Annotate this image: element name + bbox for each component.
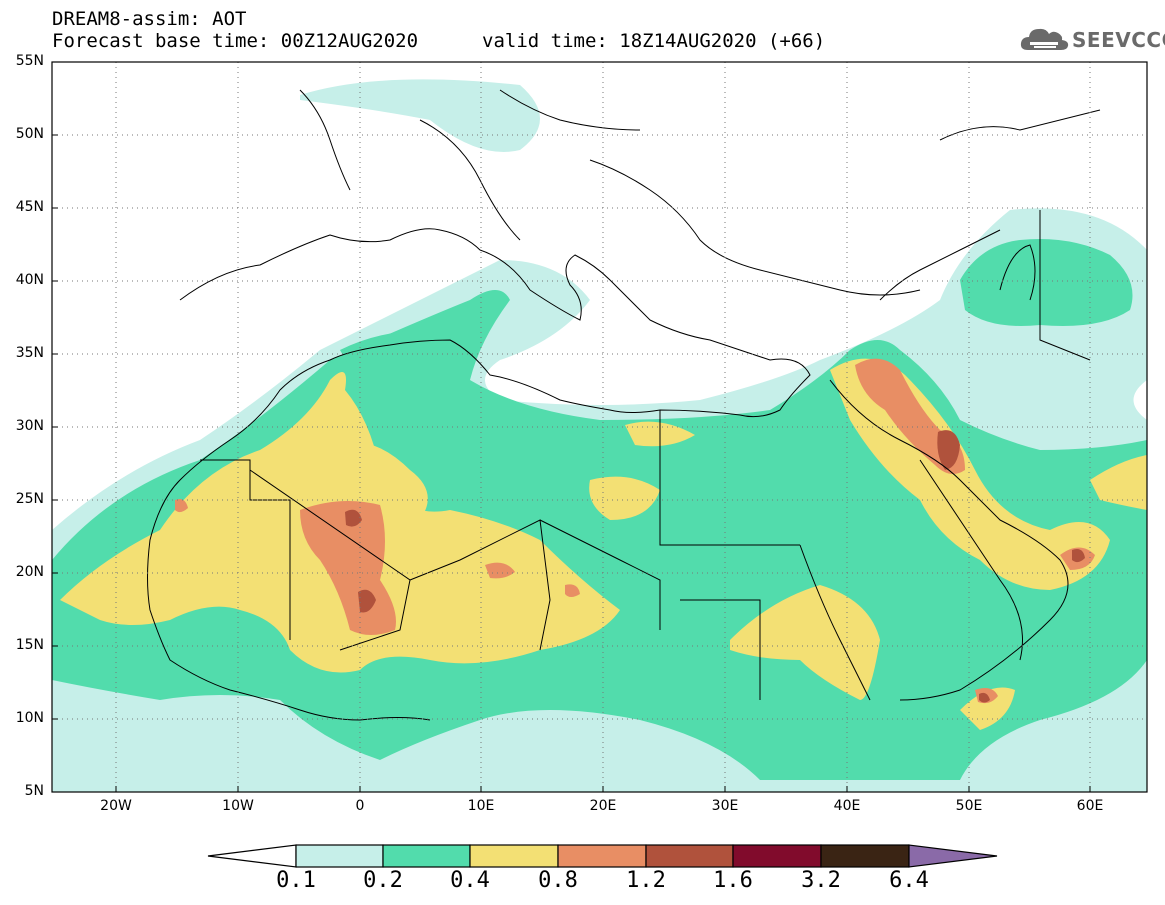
lon-label: 50E	[955, 798, 983, 814]
lon-label: 60E	[1076, 798, 1104, 814]
lon-label: 30E	[711, 798, 739, 814]
forecast-base-time: Forecast base time: 00Z12AUG2020	[52, 30, 419, 52]
colorbar-bin-6	[732, 844, 822, 868]
lon-label: 20W	[100, 798, 132, 814]
valid-time: valid time: 18Z14AUG2020 (+66)	[482, 30, 826, 52]
coastlines	[147, 89, 1101, 721]
colorbar	[207, 844, 998, 868]
colorbar-bin-3	[469, 844, 559, 868]
colorbar-label: 0.1	[276, 868, 316, 893]
seevccc-logo: SEEVCCC	[1018, 22, 1165, 58]
cloud-icon	[1020, 28, 1069, 50]
colorbar-over-arrow	[908, 844, 998, 868]
lon-label: 40E	[833, 798, 861, 814]
lat-label: 50N	[15, 126, 44, 142]
map-title: DREAM8-assim: AOT	[52, 8, 247, 30]
lat-label: 35N	[15, 345, 44, 361]
colorbar-label: 6.4	[889, 868, 929, 893]
lon-label: 10E	[467, 798, 495, 814]
colorbar-label: 0.8	[538, 868, 578, 893]
lat-label: 10N	[15, 710, 44, 726]
lat-label: 5N	[24, 783, 44, 799]
colorbar-label: 0.2	[363, 868, 403, 893]
colorbar-under-arrow	[207, 844, 297, 868]
colorbar-bin-2	[382, 844, 471, 868]
lat-label: 30N	[15, 418, 44, 434]
map-frame	[51, 61, 1148, 793]
colorbar-label: 3.2	[801, 868, 841, 893]
lat-label: 25N	[15, 491, 44, 507]
colorbar-label: 1.6	[713, 868, 753, 893]
logo-text: SEEVCCC	[1072, 28, 1165, 52]
lat-label: 45N	[15, 199, 44, 215]
lon-label: 20E	[589, 798, 617, 814]
lat-label: 40N	[15, 272, 44, 288]
graticule	[52, 62, 1147, 792]
colorbar-bin-7	[820, 844, 910, 868]
colorbar-bin-4	[557, 844, 647, 868]
colorbar-bin-1	[295, 844, 384, 868]
lon-label: 0	[355, 798, 365, 814]
axis-ticks	[52, 134, 1091, 792]
aot-contour-1.2	[345, 430, 1085, 703]
colorbar-bin-5	[645, 844, 734, 868]
lon-label: 10W	[222, 798, 254, 814]
lat-label: 20N	[15, 564, 44, 580]
lat-label: 15N	[15, 637, 44, 653]
lat-label: 55N	[15, 53, 44, 69]
colorbar-label: 1.2	[626, 868, 666, 893]
colorbar-label: 0.4	[450, 868, 490, 893]
